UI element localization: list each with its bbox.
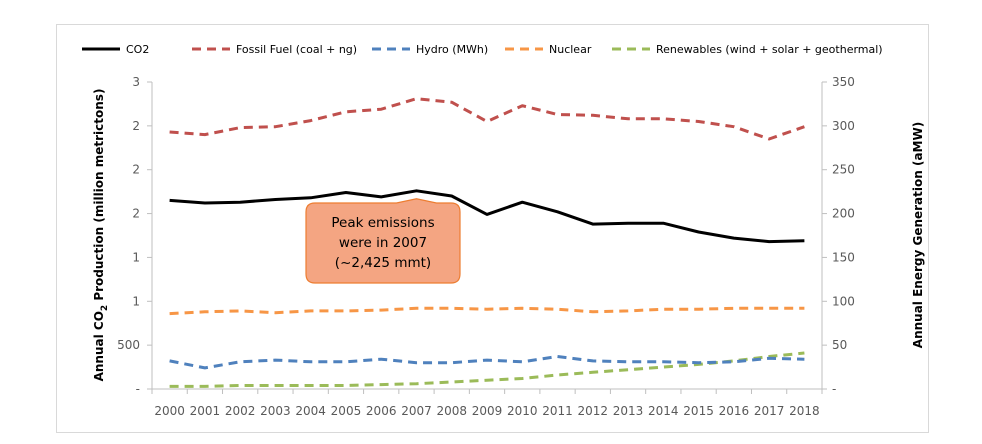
x-tick-label: 2006: [366, 404, 397, 418]
left-tick-label: 1: [132, 294, 140, 308]
x-tick-label: 2008: [436, 404, 467, 418]
right-tick-label: 150: [832, 250, 855, 264]
left-axis-title-part: Production (million metrictons): [92, 89, 106, 305]
x-tick-label: 2017: [754, 404, 785, 418]
legend-label: Hydro (MWh): [416, 43, 488, 56]
right-tick-label: 100: [832, 294, 855, 308]
x-tick-label: 2012: [578, 404, 609, 418]
left-tick-label: 3: [132, 75, 140, 89]
series-line-nuclear: [169, 306, 805, 316]
left-axis-title-subscript: 2: [100, 305, 110, 311]
x-tick-label: 2018: [789, 404, 820, 418]
right-tick-label: 350: [832, 75, 855, 89]
x-tick-label: 2014: [648, 404, 679, 418]
right-tick-label: 200: [832, 207, 855, 221]
left-tick-label: 2: [132, 163, 140, 177]
left-tick-label: -: [136, 382, 140, 396]
x-tick-label: 2007: [401, 404, 432, 418]
right-tick-label: 300: [832, 119, 855, 133]
left-tick-label: 500: [117, 338, 140, 352]
x-tick-label: 2010: [507, 404, 538, 418]
legend-label: Nuclear: [549, 43, 592, 56]
x-tick-label: 2003: [260, 404, 291, 418]
x-tick-label: 2004: [295, 404, 326, 418]
x-tick-label: 2001: [190, 404, 221, 418]
chart-border: [56, 24, 929, 433]
callout-text-line: Peak emissions: [331, 215, 434, 231]
right-tick-label: 250: [832, 163, 855, 177]
callout-text-line: (~2,425 mmt): [335, 255, 431, 271]
right-tick-label: -: [832, 382, 836, 396]
x-tick-label: 2002: [225, 404, 256, 418]
callout-box: [305, 198, 461, 284]
left-tick-label: 2: [132, 119, 140, 133]
left-axis-title: Annual CO2 Production (million metricton…: [92, 89, 110, 382]
series-line-co2: [169, 189, 805, 244]
callout-text-line: were in 2007: [339, 235, 427, 251]
legend-label: CO2: [126, 43, 149, 56]
x-tick-label: 2005: [331, 404, 362, 418]
left-tick-label: 1: [132, 250, 140, 264]
series-line-hydro-mwh: [169, 355, 805, 370]
right-axis-title: Annual Energy Generation (aMW): [911, 122, 925, 348]
x-tick-label: 2013: [613, 404, 644, 418]
legend-label: Fossil Fuel (coal + ng): [236, 43, 357, 56]
x-tick-label: 2015: [683, 404, 714, 418]
left-axis-title-part: Annual CO: [92, 311, 106, 381]
left-tick-label: 2: [132, 207, 140, 221]
x-tick-label: 2000: [154, 404, 185, 418]
x-tick-label: 2011: [542, 404, 573, 418]
x-tick-label: 2009: [472, 404, 503, 418]
right-tick-label: 50: [832, 338, 847, 352]
x-tick-label: 2016: [719, 404, 750, 418]
series-line-renewables-wind-solar-geothermal: [169, 351, 805, 388]
legend-label: Renewables (wind + solar + geothermal): [656, 43, 883, 56]
series-line-fossil-fuel-coal-ng: [169, 97, 805, 141]
